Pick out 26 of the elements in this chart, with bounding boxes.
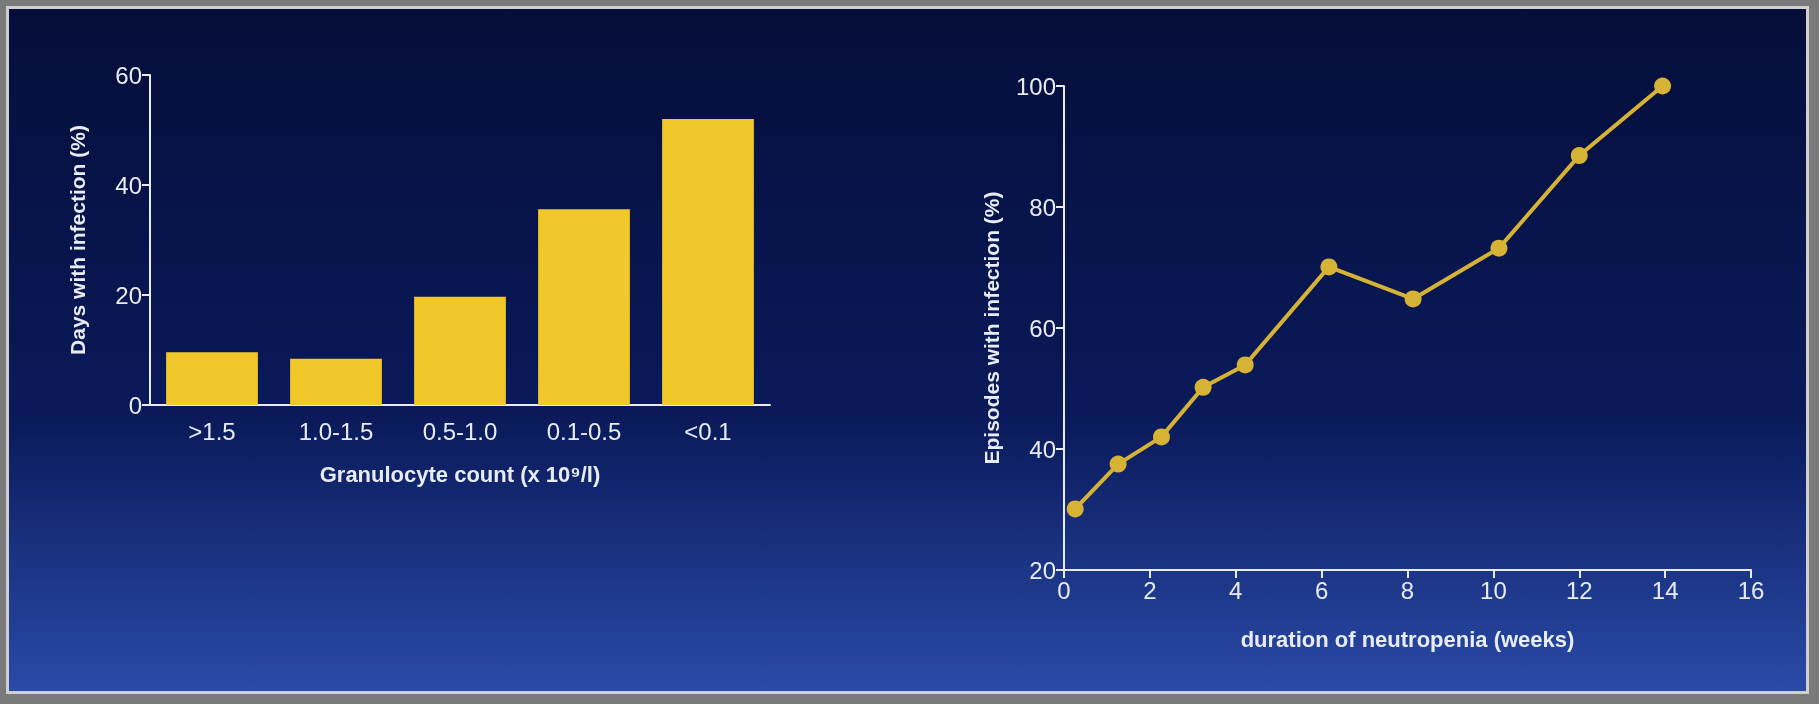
- y-tick-label: 20: [115, 281, 142, 309]
- y-tick-label: 40: [1029, 435, 1056, 463]
- x-tick-label: 4: [1229, 576, 1243, 604]
- x-tick-label: 1.0-1.5: [298, 417, 374, 445]
- y-tick-label: 20: [1029, 556, 1056, 584]
- x-axis-title: Granulocyte count (x 10⁹/l): [319, 461, 601, 487]
- y-axis-title: Episodes with infection (%): [980, 191, 1003, 465]
- y-tick-label: 60: [1029, 314, 1056, 342]
- x-tick-label: 16: [1737, 576, 1765, 604]
- x-axis-title: duration of neutropenia (weeks): [1240, 626, 1575, 652]
- y-tick-label: 80: [1029, 193, 1056, 221]
- y-tick-label: 60: [115, 61, 142, 89]
- y-tick-label: 0: [128, 391, 142, 419]
- x-tick-label: 12: [1565, 576, 1593, 604]
- x-tick-label: 0.5-1.0: [422, 417, 498, 445]
- x-tick-label: >1.5: [188, 417, 236, 445]
- y-axis-title: Days with infection (%): [66, 125, 89, 355]
- y-tick-label: 40: [115, 171, 142, 199]
- x-tick-label: 0.1-0.5: [546, 417, 622, 445]
- x-tick-label: 10: [1480, 576, 1507, 604]
- y-tick-label: 100: [1015, 72, 1056, 100]
- x-tick-label: 6: [1314, 576, 1329, 604]
- x-tick-label: <0.1: [684, 417, 732, 445]
- x-tick-label: 8: [1400, 576, 1415, 604]
- x-tick-label: 2: [1143, 576, 1157, 604]
- x-tick-label: 14: [1651, 576, 1679, 604]
